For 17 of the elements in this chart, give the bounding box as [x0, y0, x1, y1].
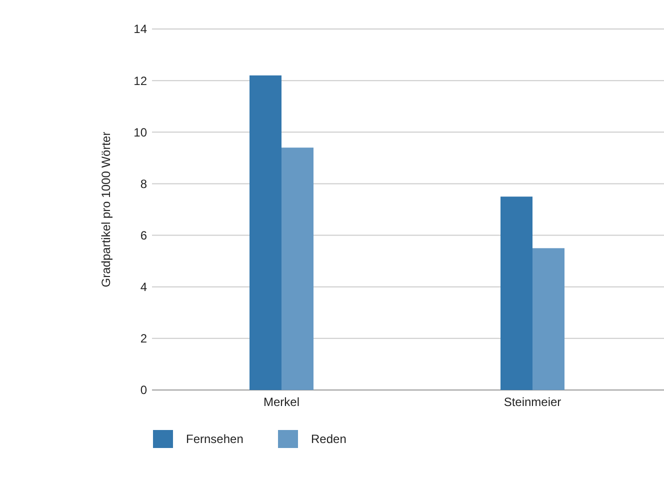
bar	[250, 75, 282, 390]
bar	[282, 148, 314, 390]
bar	[500, 196, 532, 390]
y-tick-label: 2	[140, 332, 148, 346]
y-tick-label: 14	[134, 22, 148, 36]
y-tick-label: 8	[140, 176, 148, 191]
legend-label: Reden	[311, 432, 346, 446]
bar	[532, 248, 564, 390]
y-tick-label: 6	[140, 228, 148, 242]
y-tick-label: 10	[134, 125, 148, 140]
y-tick-label: 4	[140, 280, 148, 294]
legend-label: Fernsehen	[186, 432, 244, 446]
y-axis-title: Gradpartikel pro 1000 Wörter	[99, 132, 113, 288]
y-tick-label: 12	[134, 74, 148, 88]
x-tick-label: Merkel	[263, 395, 300, 409]
x-tick-label: Steinmeier	[504, 395, 562, 409]
y-tick-label: 0	[140, 383, 148, 398]
